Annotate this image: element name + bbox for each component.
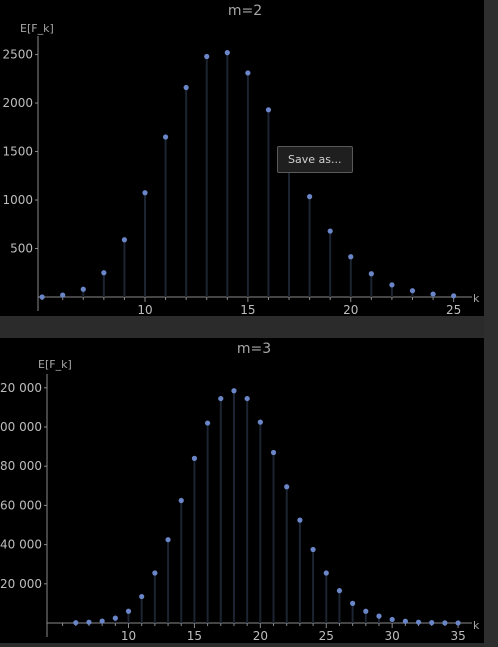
- x-axis-label: k: [473, 292, 480, 305]
- data-point: [162, 134, 169, 140]
- y-tick-label: 20 000: [0, 577, 42, 591]
- data-point: [178, 497, 184, 504]
- data-point: [409, 288, 416, 294]
- y-tick-label: 500: [10, 242, 33, 256]
- data-point: [455, 620, 461, 626]
- data-point: [389, 616, 395, 623]
- chart-title: m=2: [228, 3, 262, 19]
- data-point: [265, 107, 272, 113]
- data-point: [39, 294, 45, 300]
- x-tick-label: 20: [253, 629, 268, 643]
- y-tick-label: 60 000: [0, 498, 42, 512]
- data-point: [402, 618, 408, 624]
- data-point: [327, 228, 333, 234]
- axes: 10 15 20 25 30 35 20 000 40 000 60 000 80 000 100 …: [0, 374, 472, 643]
- data-point: [165, 537, 171, 543]
- data-point: [363, 608, 369, 614]
- y-tick-label: 80 000: [0, 459, 42, 473]
- axes: 10 15 20 25 500 1000 1500 2000 2500: [2, 36, 472, 316]
- y-tick-label: 1000: [2, 193, 33, 207]
- data-point: [336, 588, 343, 594]
- data-point: [350, 600, 356, 606]
- x-tick-label: 10: [137, 303, 152, 316]
- y-tick-label: 100 000: [0, 420, 42, 434]
- data-point: [451, 293, 457, 299]
- data-point: [139, 593, 145, 600]
- y-tick-label: 1500: [2, 145, 33, 159]
- stems: [61, 52, 455, 297]
- data-point: [142, 190, 148, 196]
- stems: [74, 390, 460, 623]
- x-tick-label: 35: [450, 629, 465, 643]
- y-axis-label: E[F_k]: [38, 358, 72, 371]
- chart-m3: m=3 E[F_k] k 10 15 20 25 30 35 20 000 40 000 60 …: [0, 341, 480, 643]
- data-point: [191, 455, 198, 461]
- chart-title: m=3: [237, 341, 271, 357]
- data-point: [224, 50, 230, 56]
- data-point: [73, 620, 79, 626]
- data-point: [121, 237, 128, 243]
- data-point: [389, 282, 395, 288]
- data-point: [183, 84, 189, 91]
- data-point: [245, 70, 251, 76]
- save-as-menu-item[interactable]: Save as...: [277, 146, 353, 173]
- data-point: [218, 395, 224, 402]
- y-tick-label: 2000: [2, 96, 33, 110]
- data-point: [101, 270, 107, 276]
- y-tick-label: 40 000: [0, 538, 42, 552]
- data-point: [429, 620, 435, 626]
- y-tick-label: 2500: [2, 48, 33, 62]
- x-tick-label: 25: [446, 303, 461, 316]
- data-point: [307, 194, 313, 200]
- data-point: [310, 546, 316, 553]
- x-tick-label: 10: [121, 629, 136, 643]
- data-point: [244, 395, 250, 402]
- data-point: [430, 291, 436, 297]
- data-point: [231, 388, 237, 394]
- data-point: [204, 53, 210, 60]
- data-point: [205, 420, 211, 426]
- data-point: [348, 254, 354, 260]
- window-right-edge: [484, 0, 498, 647]
- data-point: [442, 620, 448, 626]
- data-point: [376, 613, 382, 619]
- chart-m2: m=2 E[F_k] k 10 15 20 25 500 1000 1500 2000 2500: [2, 3, 480, 316]
- data-point: [125, 608, 132, 614]
- chart-panel-m3: m=3 E[F_k] k 10 15 20 25 30 35 20 000 40 000 60 …: [0, 338, 484, 643]
- data-point: [297, 517, 303, 523]
- y-axis-label: E[F_k]: [20, 22, 54, 35]
- points: [73, 388, 461, 626]
- data-point: [415, 619, 422, 625]
- y-tick-label: 120 000: [0, 381, 42, 395]
- data-point: [284, 484, 290, 490]
- data-point: [80, 286, 86, 292]
- chart-panel-m2: m=2 E[F_k] k 10 15 20 25 500 1000 1500 2000 2500…: [0, 0, 484, 316]
- x-tick-label: 15: [240, 303, 255, 316]
- data-point: [323, 570, 329, 576]
- data-point: [112, 615, 118, 621]
- data-point: [86, 619, 92, 625]
- x-tick-label: 15: [187, 629, 202, 643]
- data-point: [270, 449, 277, 456]
- data-point: [368, 271, 374, 277]
- data-point: [60, 292, 66, 298]
- x-tick-label: 25: [319, 629, 334, 643]
- x-axis-label: k: [473, 619, 480, 632]
- x-tick-label: 30: [385, 629, 400, 643]
- x-tick-label: 20: [343, 303, 358, 316]
- data-point: [99, 618, 105, 624]
- data-point: [257, 419, 263, 425]
- data-point: [152, 570, 158, 576]
